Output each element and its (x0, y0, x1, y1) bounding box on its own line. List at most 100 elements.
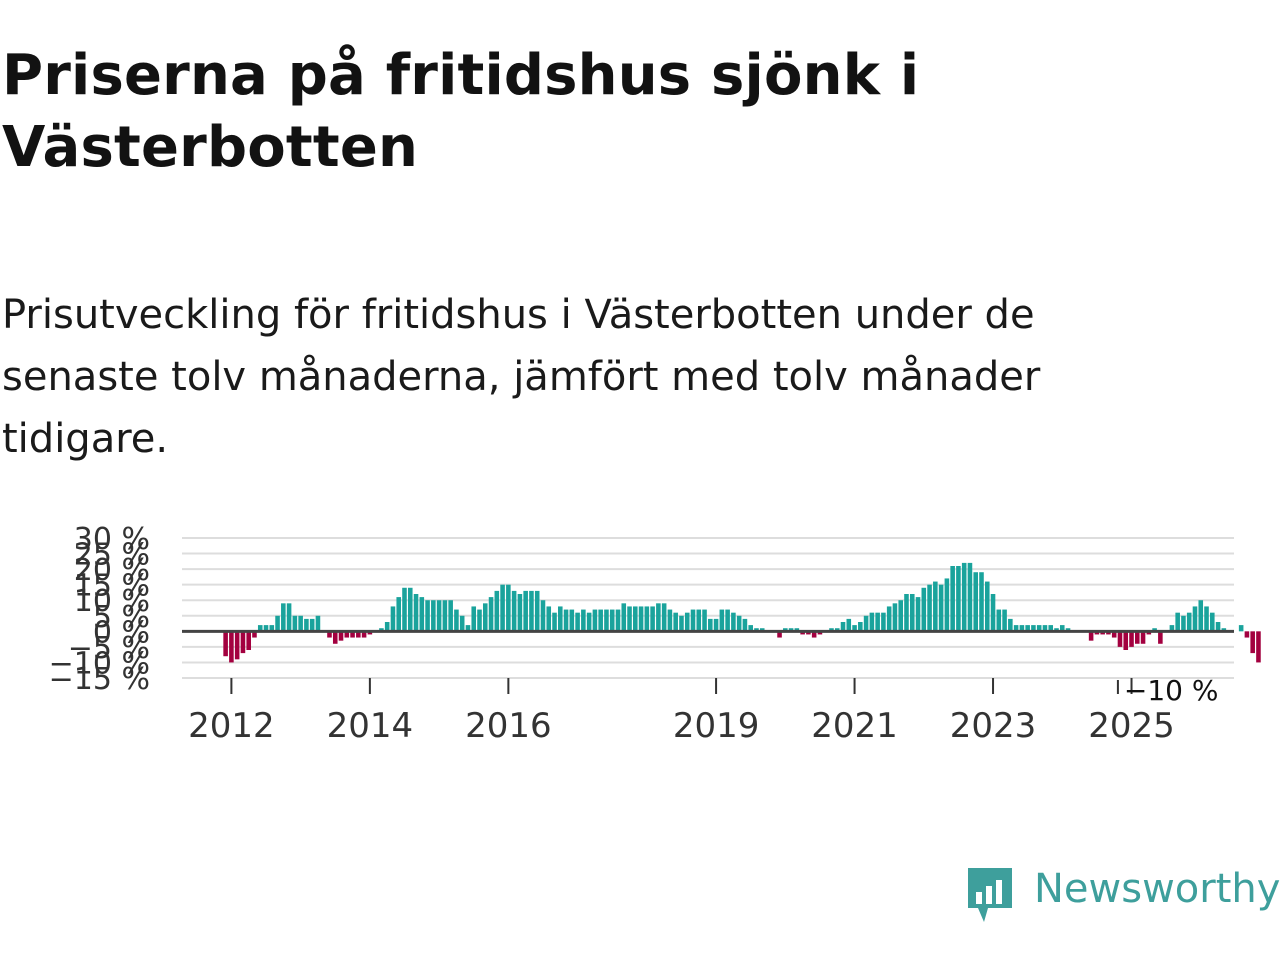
bar (575, 612, 580, 632)
bar (586, 612, 592, 632)
bar (269, 625, 275, 632)
bar (800, 631, 805, 635)
bar (1025, 625, 1030, 632)
bar (425, 600, 430, 632)
bar (956, 566, 961, 632)
bar (598, 609, 603, 632)
bar (817, 631, 823, 635)
annotation-label: −10 % (1124, 674, 1219, 707)
bars (223, 562, 1261, 663)
bar (459, 615, 465, 632)
bar (1215, 622, 1221, 632)
bar (656, 603, 661, 632)
y-tick-label: 10 % (74, 584, 150, 619)
bar (915, 597, 921, 632)
bar (327, 631, 332, 638)
bar (431, 600, 436, 632)
bar (1031, 625, 1036, 632)
bar (713, 618, 719, 632)
bar (286, 603, 292, 632)
bar (1158, 631, 1163, 644)
y-tick-label: 20 % (74, 553, 150, 588)
bar (356, 631, 361, 638)
bar (748, 625, 753, 632)
bar (898, 600, 903, 632)
grid-lines (182, 537, 1234, 679)
bar (465, 625, 471, 632)
bar (257, 625, 263, 632)
bar (1042, 625, 1048, 632)
bar (621, 603, 627, 632)
bar (517, 594, 523, 632)
bar (759, 628, 765, 632)
bar (829, 628, 834, 632)
bar (1129, 631, 1134, 647)
bar (1054, 628, 1059, 632)
bar (731, 612, 736, 632)
bar (1140, 631, 1146, 644)
bar (840, 622, 846, 632)
y-tick-label: −5 % (68, 631, 150, 666)
bar (240, 631, 246, 654)
bar (304, 618, 309, 632)
bar (667, 609, 673, 632)
bar (448, 600, 453, 632)
bar (1106, 631, 1111, 635)
bar (961, 562, 967, 632)
bar (292, 615, 298, 632)
bar (996, 609, 1002, 632)
bar (858, 622, 863, 632)
bar (534, 590, 540, 632)
bar (984, 581, 990, 632)
bar (1221, 628, 1227, 632)
bar (679, 615, 684, 632)
bar (592, 609, 598, 632)
bar (702, 609, 707, 632)
bar (661, 603, 667, 632)
bar (875, 612, 880, 632)
x-axis: 2012 2014 2016 2019 2021 2023 2025 (188, 678, 1175, 746)
bar (540, 600, 546, 632)
bar (1238, 625, 1244, 632)
bar (1146, 631, 1152, 635)
bar (529, 590, 534, 632)
bar (806, 631, 811, 635)
page-title: Priserna på fritidshus sjönk i Västerbot… (2, 43, 920, 180)
bar (275, 615, 280, 632)
bar (558, 606, 563, 632)
bar (1013, 625, 1019, 632)
bar (234, 631, 240, 660)
bar (1152, 628, 1157, 632)
bar (1111, 631, 1117, 638)
bar-chart: 30 %25 %20 %15 %10 %5 %0 %−5 %−10 %−15 %… (49, 522, 1261, 746)
bar (298, 615, 303, 632)
bar (229, 631, 234, 663)
bar (1100, 631, 1105, 635)
bar (684, 612, 690, 632)
bar (546, 606, 552, 632)
bar (863, 615, 869, 632)
bar (1019, 625, 1025, 632)
x-tick-label: 2023 (950, 706, 1037, 746)
newsworthy-logo-icon (968, 868, 1012, 922)
bar (673, 612, 678, 632)
y-tick-label: 25 % (74, 538, 150, 573)
bar (367, 631, 373, 635)
bar (563, 609, 569, 632)
bar (990, 594, 996, 632)
bar (1036, 625, 1042, 632)
bar (944, 578, 950, 632)
bar (696, 609, 702, 632)
bar (471, 606, 477, 632)
bar (390, 606, 396, 632)
bar (379, 628, 384, 632)
bar (938, 584, 944, 632)
bar (263, 625, 269, 632)
bar (436, 600, 442, 632)
bar (552, 612, 557, 632)
bar (1169, 625, 1175, 632)
bar (788, 628, 794, 632)
y-tick-label: 30 % (74, 522, 150, 557)
bar (246, 631, 251, 650)
bar (736, 615, 742, 632)
